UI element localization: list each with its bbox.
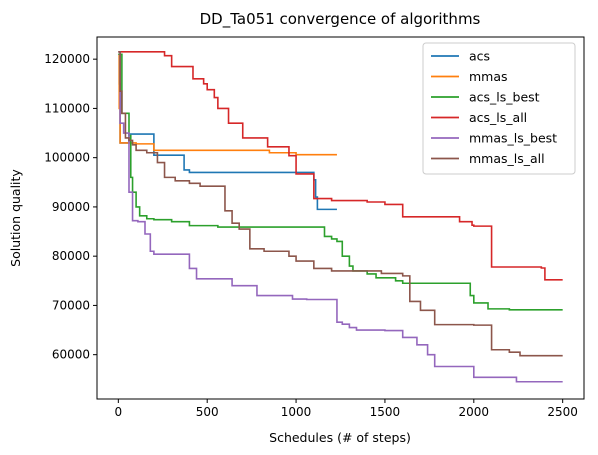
plot-frame	[96, 36, 585, 400]
series-line-acs-ls-best	[118, 53, 563, 311]
series-line-acs	[118, 53, 337, 211]
legend-label-acs-ls-best: acs_ls_best	[469, 90, 540, 105]
x-tick-label: 500	[196, 405, 219, 419]
x-tick-label: 2000	[459, 405, 490, 419]
axis-ticks: 0 500 1000 1500 2000 2500 60000 70000 80000 90000…	[44, 52, 578, 419]
series-line-mmas	[118, 53, 337, 156]
legend: acs mmas acs_ls_best acs_ls_all mmas_ls_best…	[422, 42, 576, 175]
x-tick-label: 1500	[370, 405, 401, 419]
x-tick-label: 2500	[547, 405, 578, 419]
y-tick-label: 80000	[52, 249, 90, 263]
legend-label-mmas-ls-best: mmas_ls_best	[469, 131, 557, 146]
y-tick-label: 70000	[52, 298, 90, 312]
legend-label-acs-ls-all: acs_ls_all	[469, 110, 527, 125]
series-line-mmas-ls-best	[118, 50, 563, 383]
y-tick-label: 60000	[52, 348, 90, 362]
series-line-acs-ls-all	[118, 50, 563, 281]
chart-title: DD_Ta051 convergence of algorithms	[200, 10, 481, 29]
y-tick-label: 100000	[44, 151, 90, 165]
legend-box	[422, 42, 576, 175]
y-tick-label: 90000	[52, 200, 90, 214]
legend-label-acs: acs	[469, 49, 490, 64]
series-line-mmas-ls-all	[118, 50, 563, 357]
x-tick-label: 1000	[281, 405, 312, 419]
x-tick-label: 0	[115, 405, 123, 419]
y-tick-label: 110000	[44, 101, 90, 115]
legend-label-mmas: mmas	[469, 69, 508, 84]
x-axis-label: Schedules (# of steps)	[269, 430, 411, 445]
plot-area	[118, 50, 563, 383]
y-tick-label: 120000	[44, 52, 90, 66]
legend-label-mmas-ls-all: mmas_ls_all	[469, 151, 545, 166]
y-axis-label: Solution quality	[8, 169, 23, 267]
